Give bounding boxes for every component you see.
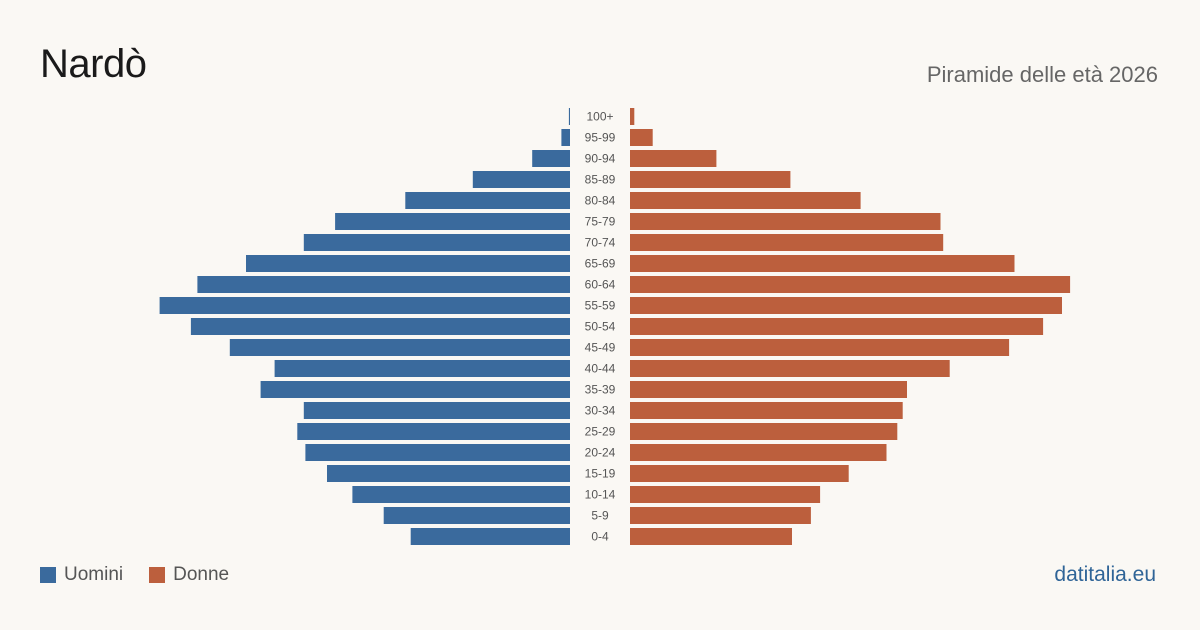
bar-women-45-49 (630, 339, 1010, 356)
bar-women-10-14 (630, 486, 821, 503)
age-label-90-94: 90-94 (585, 152, 616, 166)
age-label-65-69: 65-69 (585, 257, 616, 271)
age-label-40-44: 40-44 (585, 362, 616, 376)
legend-item-men: Uomini (40, 564, 123, 586)
age-label-25-29: 25-29 (585, 425, 616, 439)
bar-men-90-94 (532, 150, 570, 167)
chart-subtitle: Piramide delle età 2026 (926, 62, 1158, 87)
bar-women-95-99 (630, 129, 653, 146)
bar-men-75-79 (335, 213, 570, 230)
legend-label-women: Donne (173, 564, 230, 585)
bar-women-80-84 (630, 192, 861, 209)
bar-women-40-44 (630, 360, 950, 377)
bar-men-10-14 (352, 486, 570, 503)
bar-women-60-64 (630, 276, 1071, 293)
age-label-30-34: 30-34 (585, 404, 616, 418)
bar-women-20-24 (630, 444, 887, 461)
bar-men-30-34 (303, 402, 570, 419)
age-label-85-89: 85-89 (585, 173, 616, 187)
bar-men-45-49 (229, 339, 571, 356)
legend: Uomini Donne (40, 564, 255, 586)
bar-women-65-69 (630, 255, 1015, 272)
bar-women-55-59 (630, 297, 1062, 314)
bar-men-70-74 (303, 234, 570, 251)
age-label-20-24: 20-24 (585, 446, 616, 460)
source-link[interactable]: datitalia.eu (1054, 563, 1156, 586)
bar-women-90-94 (630, 150, 717, 167)
bar-women-100+ (630, 108, 635, 125)
bar-women-85-89 (630, 171, 791, 188)
bar-women-35-39 (630, 381, 907, 398)
bar-men-50-54 (190, 318, 570, 335)
age-label-80-84: 80-84 (585, 194, 616, 208)
age-label-0-4: 0-4 (591, 530, 609, 544)
bar-men-85-89 (472, 171, 570, 188)
bar-men-40-44 (274, 360, 570, 377)
bar-men-35-39 (260, 381, 570, 398)
bar-men-55-59 (159, 297, 570, 314)
legend-swatch-men (40, 567, 56, 583)
bar-women-75-79 (630, 213, 941, 230)
age-label-15-19: 15-19 (585, 467, 616, 481)
bar-women-0-4 (630, 528, 792, 545)
bar-women-25-29 (630, 423, 898, 440)
bar-women-70-74 (630, 234, 944, 251)
bar-men-15-19 (327, 465, 570, 482)
bar-women-50-54 (630, 318, 1044, 335)
bar-men-100+ (568, 108, 570, 125)
bar-women-5-9 (630, 507, 811, 524)
age-label-100+: 100+ (586, 110, 613, 124)
age-label-10-14: 10-14 (585, 488, 616, 502)
bar-men-65-69 (246, 255, 570, 272)
bar-men-5-9 (383, 507, 570, 524)
bar-men-0-4 (410, 528, 570, 545)
age-label-70-74: 70-74 (585, 236, 616, 250)
age-label-35-39: 35-39 (585, 383, 616, 397)
age-label-50-54: 50-54 (585, 320, 616, 334)
bar-women-15-19 (630, 465, 849, 482)
age-label-60-64: 60-64 (585, 278, 616, 292)
bar-men-20-24 (305, 444, 570, 461)
age-label-5-9: 5-9 (591, 509, 609, 523)
age-label-95-99: 95-99 (585, 131, 616, 145)
page-title: Nardò (40, 42, 147, 86)
age-label-55-59: 55-59 (585, 299, 616, 313)
bar-men-95-99 (561, 129, 570, 146)
bar-women-30-34 (630, 402, 903, 419)
legend-item-women: Donne (149, 564, 229, 586)
age-label-75-79: 75-79 (585, 215, 616, 229)
bar-men-60-64 (197, 276, 570, 293)
bar-men-25-29 (297, 423, 570, 440)
legend-swatch-women (149, 567, 166, 583)
age-label-45-49: 45-49 (585, 341, 616, 355)
bar-men-80-84 (405, 192, 570, 209)
legend-label-men: Uomini (64, 564, 124, 585)
